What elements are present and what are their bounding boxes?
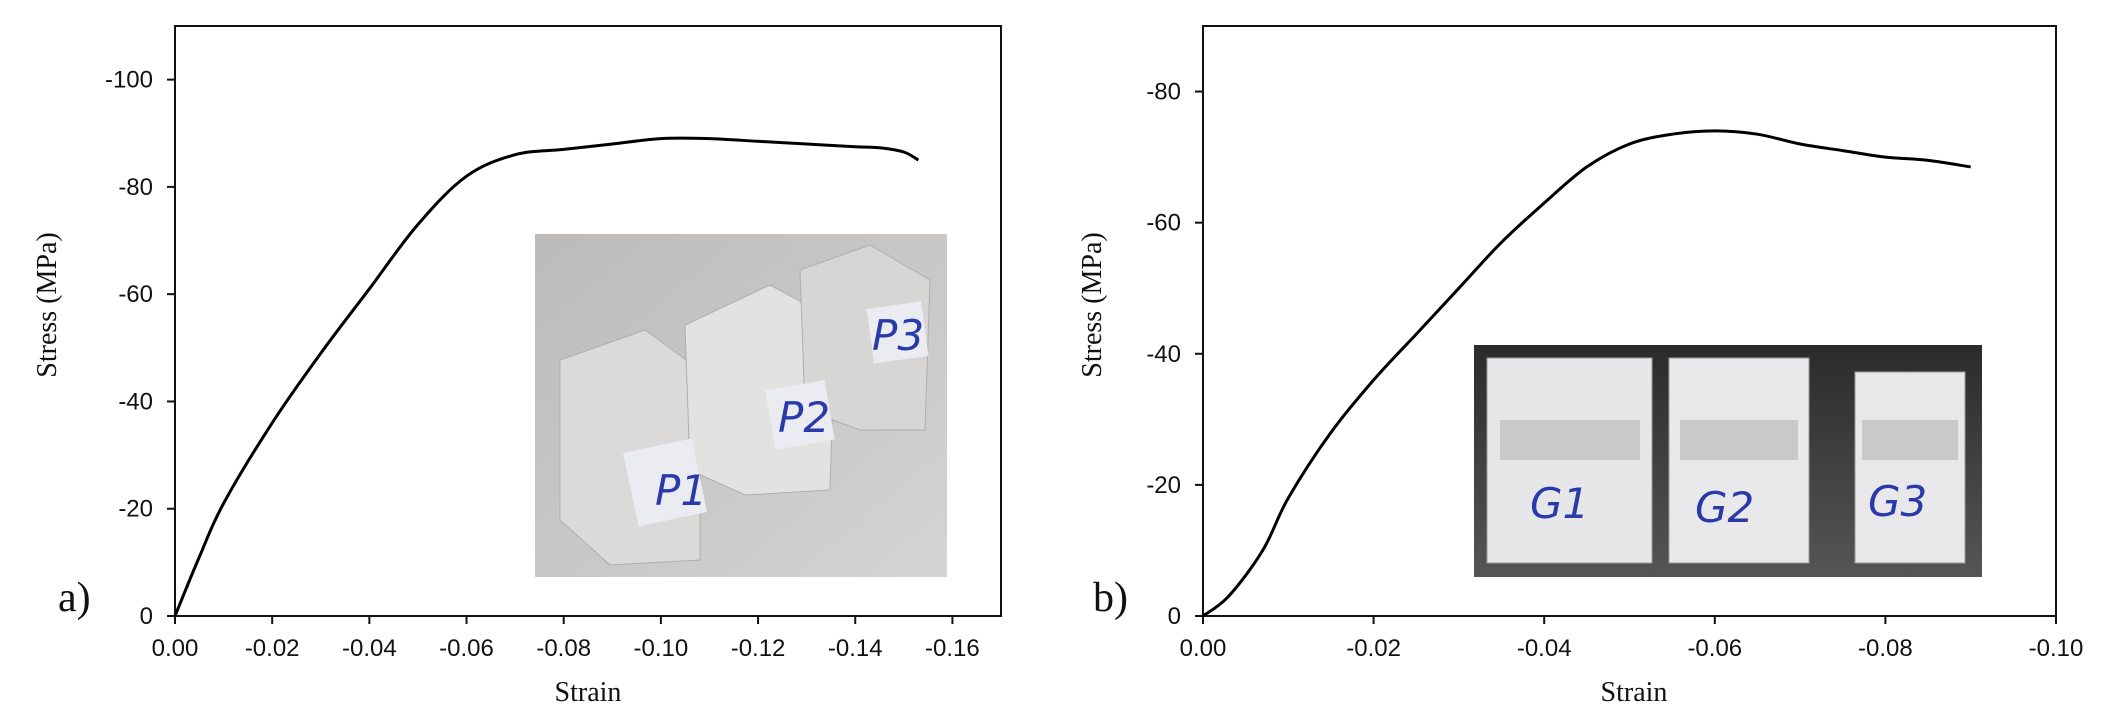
specimen-label-p3: P3 [872, 311, 924, 360]
y-tick-label-a: -80 [118, 174, 153, 201]
x-tick-label-a: -0.10 [634, 635, 689, 662]
plot-frame-b [1202, 25, 2057, 617]
y-tick-label-a: -40 [118, 388, 153, 415]
x-tick-label-a: -0.12 [731, 635, 786, 662]
y-tick-label-b: -40 [1146, 341, 1181, 368]
inset-photo-a: P1 P2 P3 [535, 234, 947, 577]
panel-label-a: a) [58, 575, 91, 621]
specimen-label-p1: P1 [655, 466, 707, 515]
specimen-label-g1: G1 [1530, 479, 1589, 528]
y-tick-label-a: -100 [105, 67, 153, 94]
y-tick-label-b: -60 [1146, 210, 1181, 237]
specimen-label-p2: P2 [778, 393, 830, 442]
chart-panel-a: 0.00 -0.02 -0.04 -0.06 -0.08 -0.10 -0.12 -0.14 -… [32, 25, 1002, 708]
x-tick-label-a: 0.00 [152, 635, 199, 662]
x-axis-title-b: Strain [1601, 677, 1668, 708]
x-tick-label-a: -0.08 [536, 635, 591, 662]
x-tick-label-b: -0.06 [1687, 635, 1742, 662]
x-tick-label-b: -0.08 [1858, 635, 1913, 662]
ticks-a: 0.00 -0.02 -0.04 -0.06 -0.08 -0.10 -0.12 -0.14 -… [105, 67, 980, 662]
y-tick-label-b: -80 [1146, 79, 1181, 106]
y-axis-title-b: Stress (MPa) [1077, 232, 1108, 377]
ticks-b: 0.00 -0.02 -0.04 -0.06 -0.08 -0.10 0 -20 -40 -60 -… [1146, 79, 2083, 662]
x-tick-label-a: -0.16 [925, 635, 980, 662]
specimen-label-g3: G3 [1868, 477, 1927, 526]
panel-label-b: b) [1093, 575, 1128, 621]
x-tick-label-b: -0.02 [1346, 635, 1401, 662]
specimen-label-g2: G2 [1695, 483, 1754, 532]
x-tick-label-b: -0.10 [2029, 635, 2084, 662]
stress-strain-curve-b [1202, 129, 1971, 618]
x-tick-label-a: -0.02 [245, 635, 300, 662]
x-axis-title-a: Strain [555, 677, 622, 708]
y-axis-title-a: Stress (MPa) [32, 232, 63, 377]
x-tick-label-b: 0.00 [1180, 635, 1227, 662]
stress-strain-curve-a [173, 136, 920, 617]
y-tick-label-b: 0 [1168, 603, 1181, 630]
chart-panel-b: 0.00 -0.02 -0.04 -0.06 -0.08 -0.10 0 -20 -40 -60 -… [1077, 25, 2083, 708]
x-tick-label-a: -0.14 [828, 635, 883, 662]
inset-photo-b: G1 G2 G3 [1474, 345, 1982, 577]
y-tick-label-a: -20 [118, 496, 153, 523]
x-tick-label-a: -0.06 [439, 635, 494, 662]
x-tick-label-b: -0.04 [1517, 635, 1572, 662]
y-tick-label-a: -60 [118, 281, 153, 308]
y-tick-label-b: -20 [1146, 472, 1181, 499]
x-tick-label-a: -0.04 [342, 635, 397, 662]
y-tick-label-a: 0 [140, 603, 153, 630]
plot-frame-a [174, 25, 1002, 617]
